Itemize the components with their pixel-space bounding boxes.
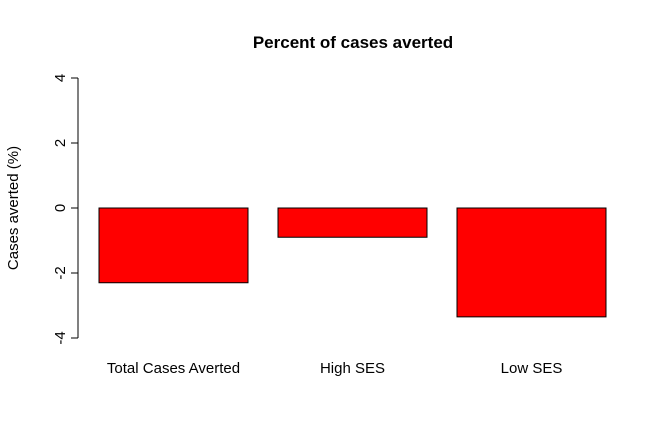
category-labels: Total Cases Averted High SES Low SES: [107, 360, 562, 377]
category-label: Total Cases Averted: [107, 360, 240, 377]
y-tick-label: 2: [52, 139, 69, 147]
y-tick-label: -2: [52, 266, 69, 279]
y-axis-label: Cases averted (%): [5, 146, 22, 270]
bar: [98, 207, 249, 284]
bar: [456, 207, 607, 318]
y-tick-label: 0: [52, 204, 69, 212]
bars-group: [98, 207, 607, 318]
bar: [277, 207, 428, 238]
category-label: Low SES: [501, 360, 563, 377]
y-tick-label: -4: [52, 331, 69, 344]
y-axis: -4 -2 0 2 4: [52, 74, 79, 345]
chart-title: Percent of cases averted: [253, 33, 453, 52]
category-label: High SES: [320, 360, 385, 377]
y-tick-label: 4: [52, 74, 69, 82]
